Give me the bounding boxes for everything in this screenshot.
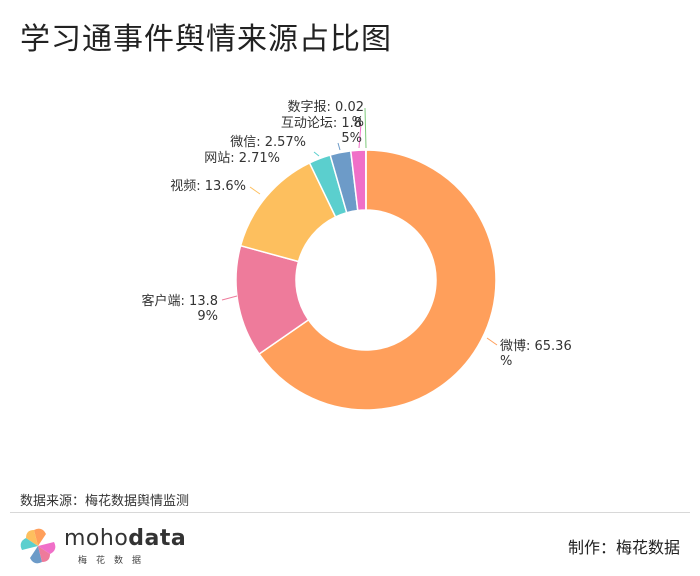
slice-label-网站: 网站: 2.71% — [204, 151, 280, 166]
leader-line-视频 — [249, 186, 261, 195]
pinwheel-logo-icon — [20, 528, 56, 564]
leader-line-客户端 — [221, 295, 238, 301]
logo-subtitle: 梅花数据 — [78, 556, 151, 566]
leader-line-网站 — [313, 151, 320, 157]
donut-chart: 微博: 65.36 % 客户端: 13.8 9% 视频: 13.6% 网站: 2.71%微… — [142, 100, 572, 411]
leader-line-微博 — [486, 337, 498, 346]
footer-divider — [10, 512, 690, 513]
slice-label-数字报: 数字报: 0.02% — [288, 100, 364, 130]
credit-text: 制作：梅花数据 — [567, 538, 680, 557]
mohodata-logo: mohodata 梅花数据 — [18, 524, 186, 568]
slice-label-客户端: 客户端: 13.8 9% — [142, 293, 218, 324]
leader-line-互动论坛 — [358, 123, 362, 149]
slice-label-互动论坛: 互动论坛: 1.8 5% — [281, 116, 362, 146]
logo-wordmark: mohodata — [64, 526, 187, 551]
slice-label-视频: 视频: 13.6% — [170, 179, 246, 194]
slice-微博 — [258, 149, 497, 411]
slice-label-微博: 微博: 65.36% — [500, 339, 572, 369]
leader-line-数字报 — [364, 107, 367, 149]
source-note: 数据来源：梅花数据舆情监测 — [20, 494, 190, 509]
slice-label-微信: 微信: 2.57% — [230, 135, 306, 150]
leader-line-微信 — [337, 142, 341, 151]
chart-title: 学习通事件舆情来源占比图 — [20, 22, 392, 57]
